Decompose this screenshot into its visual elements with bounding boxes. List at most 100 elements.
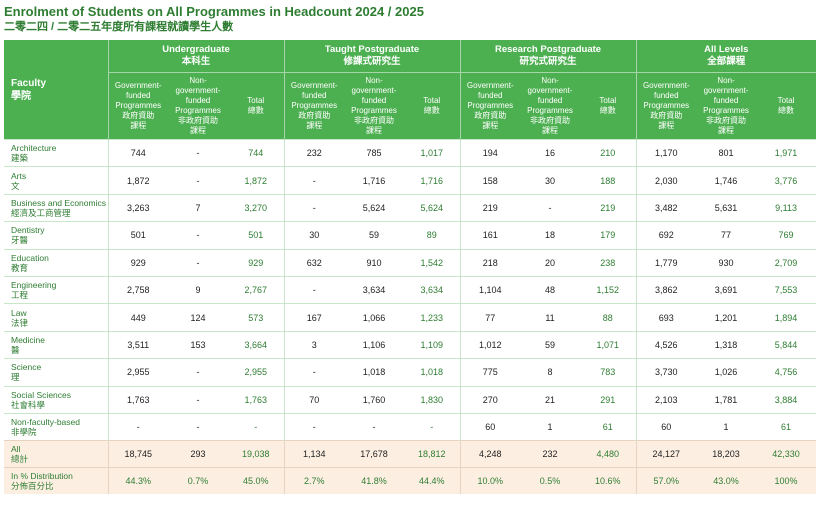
total-cell: 219: [580, 193, 637, 222]
value-cell: 1,318: [696, 330, 757, 359]
total-cell: 3,270: [228, 193, 284, 222]
value-cell: 1,026: [696, 358, 757, 387]
value-cell: -: [283, 193, 344, 222]
sub-header-nongov-taught-postgraduate: Non-government-funded Programmes 非政府資助 課程: [344, 72, 404, 140]
sub-header-text: 政府資助: [298, 111, 331, 120]
sub-header-text: funded: [654, 91, 679, 100]
value-cell: 1,066: [344, 303, 404, 332]
sub-header-total-taught-postgraduate: Total 總數: [404, 72, 461, 140]
sub-header-text: 非政府資助: [354, 116, 394, 125]
table-row: Engineering 工程 2,758 9 2,767-3,634 3,634 1,104…: [4, 275, 817, 304]
value-cell: 77: [459, 303, 521, 332]
total-cell: 769: [756, 221, 817, 250]
total-cell: 2,955: [228, 358, 284, 387]
sub-header-text: government-: [351, 86, 397, 95]
sub-header-text: 課程: [130, 121, 147, 130]
sub-header-text: funded: [361, 96, 387, 105]
value-cell: 1,018: [344, 358, 404, 387]
faculty-cell: Education 教育: [4, 248, 108, 277]
table-row: Science 理 2,955-2,955-1,018 1,018 775 8 783 3,7…: [4, 358, 817, 387]
value-cell: 232: [283, 138, 344, 167]
table-row: Education 教育 929-929 632 910 1,542 218 20 238 1,7…: [4, 248, 817, 277]
value-cell: 3,730: [635, 358, 697, 387]
value-cell: 57.0%: [635, 467, 697, 495]
value-cell: 3,862: [635, 275, 697, 304]
faculty-name-en: All: [11, 444, 21, 455]
value-cell: 48: [520, 275, 581, 304]
total-cell: 1,233: [404, 303, 461, 332]
faculty-cell: Architecture 建築: [4, 138, 108, 167]
faculty-cell: Science 理: [4, 358, 108, 387]
group-header-taught-postgraduate: Taught Postgraduate 修課式研究生: [283, 40, 461, 73]
value-cell: 24,127: [635, 440, 697, 468]
value-cell: 785: [344, 138, 404, 167]
total-cell: 783: [580, 358, 637, 387]
faculty-name-zh: 教育: [11, 262, 29, 273]
sub-header-gov-undergraduate: Government-funded Programmes 政府資助 課程: [107, 72, 168, 140]
value-cell: -: [283, 412, 344, 441]
value-cell: 692: [635, 221, 697, 250]
total-cell: 501: [228, 221, 284, 250]
value-cell: -: [168, 166, 228, 195]
value-cell: -: [168, 412, 228, 441]
faculty-name-zh: 經濟及工商管理: [11, 207, 71, 218]
faculty-name-zh: 社會科學: [11, 399, 46, 410]
table-row: Law 法律 449 124 573 167 1,066 1,233 77 11 88 693 1,20…: [4, 303, 817, 332]
title-block: Enrolment of Students on All Programmes …: [0, 0, 820, 40]
group-header-undergraduate: Undergraduate 本科生: [107, 40, 284, 73]
total-cell: 19,038: [228, 440, 284, 468]
value-cell: 1,779: [635, 248, 697, 277]
total-cell: 4,480: [580, 440, 637, 468]
value-cell: 41.8%: [344, 467, 404, 495]
total-cell: 44.4%: [404, 467, 461, 495]
value-cell: 1: [696, 412, 757, 441]
value-cell: -: [283, 166, 344, 195]
sub-header-text: funded: [478, 91, 503, 100]
sub-header-text: 非政府資助: [178, 116, 218, 125]
table-body: Architecture 建築 744-744 232 785 1,017 194 16 210…: [4, 138, 817, 495]
total-cell: 929: [228, 248, 284, 277]
faculty-name-en: Business and Economics: [11, 197, 106, 208]
sub-header-text: 課程: [482, 121, 499, 130]
sub-header-text: Non-: [717, 76, 735, 85]
sub-header-text: Total: [777, 96, 795, 105]
value-cell: 153: [168, 330, 228, 359]
total-cell: 1,894: [756, 303, 817, 332]
total-cell: 7,553: [756, 275, 817, 304]
value-cell: 632: [283, 248, 344, 277]
faculty-cell: Non-faculty-based 非學院: [4, 412, 108, 441]
value-cell: 43.0%: [696, 467, 757, 495]
faculty-cell: Engineering 工程: [4, 275, 108, 304]
value-cell: 929: [107, 248, 168, 277]
value-cell: 501: [107, 221, 168, 250]
faculty-name-en: Arts: [11, 170, 27, 181]
faculty-name-en: Social Sciences: [11, 389, 72, 400]
value-cell: 59: [344, 221, 404, 250]
sub-header-text: government-: [703, 86, 749, 95]
value-cell: 1,716: [344, 166, 404, 195]
value-cell: 3,263: [107, 193, 168, 222]
total-cell: 100%: [756, 467, 817, 495]
sub-header-text: Programmes: [291, 101, 338, 110]
faculty-cell: Social Sciences 社會科學: [4, 385, 108, 414]
value-cell: 1,201: [696, 303, 757, 332]
total-cell: 9,113: [756, 193, 817, 222]
faculty-name-zh: 建築: [11, 153, 29, 164]
total-cell: 3,634: [404, 275, 461, 304]
sub-header-total-undergraduate: Total 總數: [228, 72, 284, 140]
value-cell: 219: [459, 193, 521, 222]
total-cell: 1,017: [404, 138, 461, 167]
sub-header-nongov-all-levels: Non-government-funded Programmes 非政府資助 課程: [696, 72, 757, 140]
header-group-row: Faculty 學院 Undergraduate 本科生 Taught Post…: [4, 40, 817, 102]
value-cell: 1,781: [696, 385, 757, 414]
total-cell: 10.6%: [580, 467, 637, 495]
value-cell: 16: [520, 138, 581, 167]
sub-header-text: government-: [175, 86, 221, 95]
sub-header-text: Programmes: [467, 101, 514, 110]
value-cell: 60: [635, 412, 697, 441]
value-cell: 1,170: [635, 138, 697, 167]
faculty-header-en: Faculty: [11, 77, 47, 89]
value-cell: 158: [459, 166, 521, 195]
value-cell: 9: [168, 275, 228, 304]
total-cell: -: [228, 412, 284, 441]
